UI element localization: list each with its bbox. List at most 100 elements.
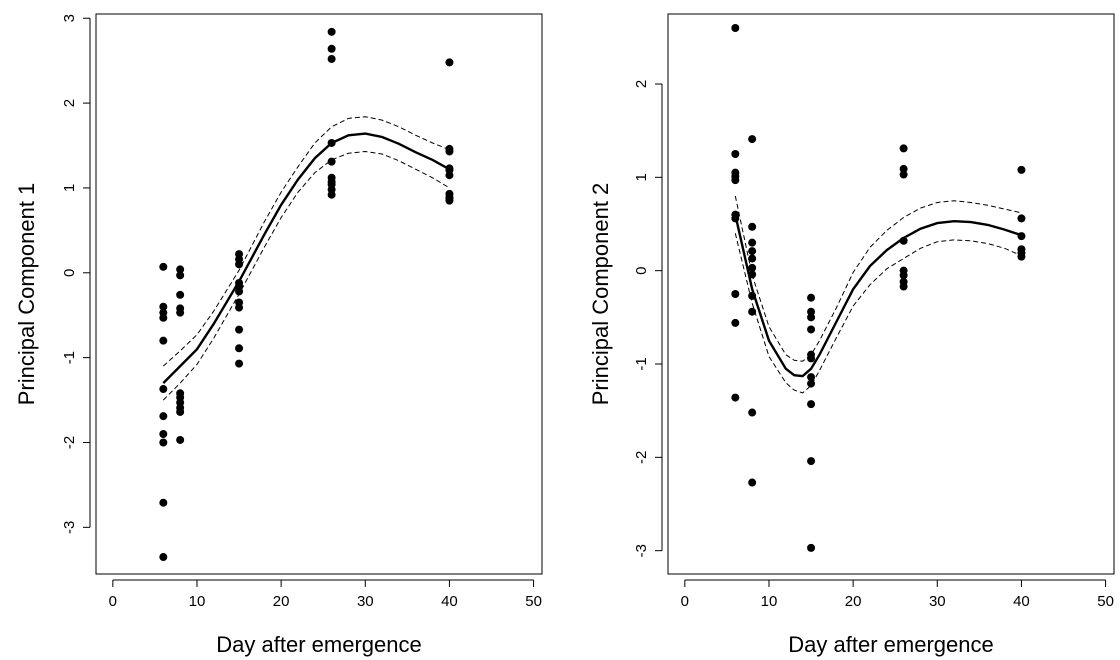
data-point [748, 238, 757, 247]
data-point [235, 359, 244, 368]
data-point [445, 196, 454, 205]
data-point [807, 457, 816, 466]
data-point [159, 262, 168, 271]
data-point [748, 247, 757, 256]
data-point [176, 407, 185, 416]
x-tick-label: 50 [525, 593, 542, 610]
data-point [176, 265, 185, 274]
ci-upper-line [162, 116, 450, 367]
data-point [159, 553, 168, 562]
data-point [807, 400, 816, 409]
x-tick-label: 50 [1097, 593, 1114, 610]
x-tick-label: 0 [681, 593, 689, 610]
data-point [1017, 165, 1026, 174]
data-point [159, 430, 168, 438]
ci-lower-line [162, 150, 450, 401]
data-point [807, 354, 816, 363]
data-point [748, 135, 757, 144]
x-tick-label: 0 [109, 593, 117, 610]
data-point [748, 307, 757, 316]
panel-principal-component-2: Day after emergence Principal Component … [588, 13, 1115, 657]
data-point [159, 412, 168, 421]
data-point [235, 260, 244, 269]
y-tick-label: 1 [633, 173, 650, 181]
data-point [159, 498, 168, 507]
x-tick-label: 10 [189, 593, 206, 610]
y-axis: -3 -2 -1 0 1 2 [633, 80, 663, 557]
y-tick-label: 2 [633, 80, 650, 88]
y-tick-label: -1 [633, 357, 650, 370]
y-tick-label: -3 [633, 544, 650, 557]
x-tick-label: 40 [1013, 593, 1030, 610]
data-point [235, 303, 244, 312]
x-tick-label: 30 [929, 593, 946, 610]
y-tick-label: 0 [61, 269, 78, 277]
x-axis: 0 10 20 30 40 50 [681, 579, 1114, 610]
data-point [445, 58, 454, 67]
data-point [159, 313, 168, 322]
data-point [445, 171, 454, 180]
y-tick-label: -1 [61, 351, 78, 364]
data-point [176, 435, 185, 444]
data-point [748, 254, 757, 263]
data-point [327, 54, 336, 63]
x-axis-title: Day after emergence [216, 632, 421, 657]
data-point [159, 302, 168, 311]
data-point [748, 478, 757, 487]
fit-line [162, 132, 450, 384]
data-point [899, 164, 908, 173]
y-tick-label: -2 [61, 436, 78, 449]
data-point [899, 170, 908, 179]
ci-upper-line [734, 195, 1022, 362]
data-points [731, 24, 1026, 552]
y-tick-label: 2 [61, 99, 78, 107]
data-point [731, 24, 740, 32]
data-point [731, 176, 740, 185]
data-point [235, 325, 244, 334]
data-point [1017, 252, 1026, 261]
data-point [899, 282, 908, 291]
data-point [731, 393, 740, 402]
data-point [327, 44, 336, 53]
y-axis-title: Principal Component 2 [588, 183, 613, 406]
x-tick-label: 30 [357, 593, 374, 610]
fit-curves [734, 195, 1022, 394]
ci-lower-line [734, 233, 1022, 394]
data-point [807, 313, 816, 322]
data-point [807, 373, 816, 382]
data-point [176, 271, 185, 280]
data-point [235, 344, 244, 353]
data-point [159, 438, 168, 447]
data-point [748, 408, 757, 417]
data-point [176, 290, 185, 299]
data-point [731, 318, 740, 327]
y-tick-label: -2 [633, 451, 650, 464]
data-point [327, 157, 336, 166]
x-tick-label: 10 [761, 593, 778, 610]
data-point [159, 385, 168, 394]
data-point [748, 263, 757, 272]
data-point [807, 543, 816, 552]
y-tick-label: 3 [61, 14, 78, 22]
data-point [807, 293, 816, 302]
data-point [731, 290, 740, 298]
x-tick-label: 40 [441, 593, 458, 610]
data-point [807, 307, 816, 316]
data-point [899, 144, 908, 153]
y-tick-label: 1 [61, 184, 78, 192]
x-axis: 0 10 20 30 40 50 [109, 579, 542, 610]
data-point [327, 190, 336, 199]
x-tick-label: 20 [845, 593, 862, 610]
x-axis-title: Day after emergence [788, 632, 993, 657]
data-points [159, 27, 454, 562]
plot-frame [95, 13, 543, 575]
plot-frame [667, 13, 1115, 575]
data-point [159, 336, 168, 345]
data-point [176, 308, 185, 317]
fit-curves [162, 116, 450, 401]
y-axis-title: Principal Component 1 [14, 183, 39, 406]
y-tick-label: 0 [633, 266, 650, 274]
fit-line [734, 214, 1022, 378]
panel-principal-component-1: Day after emergence Principal Component … [14, 13, 543, 657]
